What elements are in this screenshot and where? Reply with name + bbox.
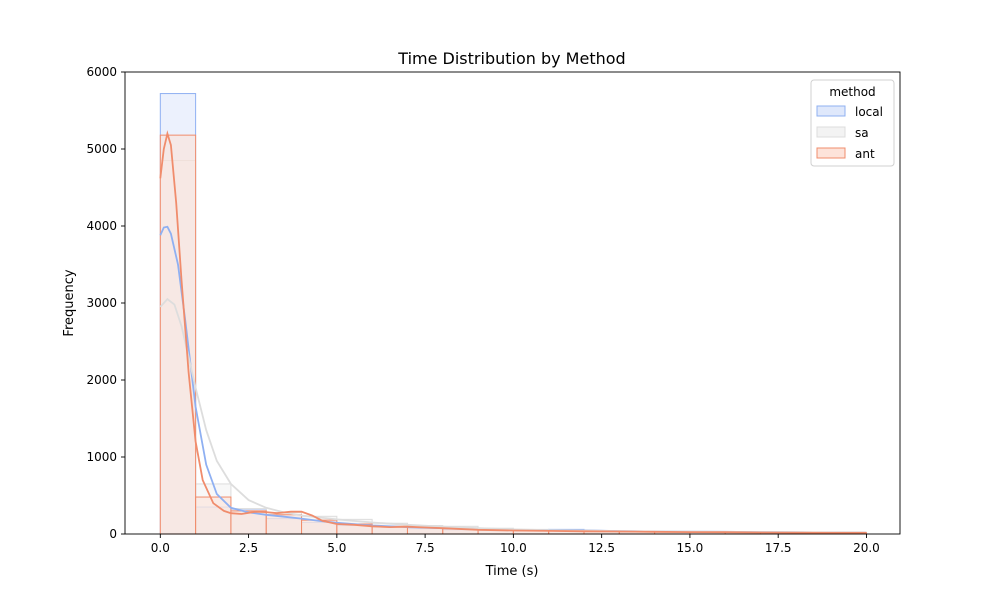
plot-area [159, 93, 867, 535]
legend-label-local: local [855, 105, 883, 119]
x-tick-label: 5.0 [327, 541, 346, 555]
legend-swatch-sa [816, 126, 846, 138]
x-axis-label: Time (s) [485, 564, 539, 579]
x-tick-label: 0.0 [151, 541, 170, 555]
x-tick-label: 10.0 [500, 541, 527, 555]
chart-title: Time Distribution by Method [397, 49, 625, 68]
bar-ant [159, 134, 197, 535]
y-tick-label: 5000 [86, 142, 117, 156]
legend-label-ant: ant [855, 147, 875, 161]
legend-box [810, 79, 895, 167]
legend-swatch-local [816, 105, 846, 117]
x-tick-label: 12.5 [588, 541, 615, 555]
legend-label-sa: sa [855, 126, 869, 140]
y-tick-label: 2000 [86, 373, 117, 387]
x-tick-label: 15.0 [677, 541, 704, 555]
legend-title: method [829, 85, 875, 99]
legend: method local sa ant [810, 79, 895, 167]
x-tick-label: 17.5 [765, 541, 792, 555]
x-tick-label: 7.5 [416, 541, 435, 555]
y-axis-label: Frequency [62, 269, 77, 336]
legend-swatch-ant [816, 147, 846, 159]
kde-line-ant [159, 130, 867, 534]
x-tick-label: 20.0 [853, 541, 880, 555]
y-tick-label: 4000 [86, 219, 117, 233]
y-tick-label: 3000 [86, 296, 117, 310]
y-tick-label: 1000 [86, 450, 117, 464]
x-tick-label: 2.5 [239, 541, 258, 555]
y-tick-label: 0 [109, 527, 117, 541]
y-tick-label: 6000 [86, 65, 117, 79]
axes: 0.0 2.5 5.0 7.5 10.0 12.5 15.0 17.5 20.0 0 1000 200… [86, 65, 901, 555]
